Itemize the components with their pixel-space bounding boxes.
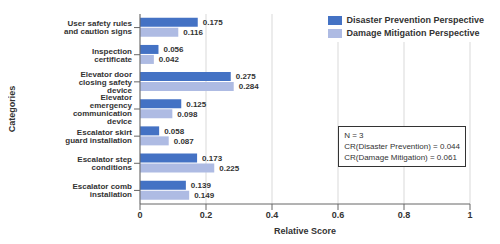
svg-text:0.087: 0.087 xyxy=(174,137,195,146)
html-text:CR(Damage Mitigation) = 0.061: CR(Damage Mitigation) = 0.061 xyxy=(344,153,457,162)
svg-text:0.139: 0.139 xyxy=(191,181,212,190)
html-text:N = 3: N = 3 xyxy=(344,131,364,140)
html-text:Damage Mitigation Perspective: Damage Mitigation Perspective xyxy=(346,28,480,38)
svg-text:0.173: 0.173 xyxy=(202,154,223,163)
svg-text:Elevatoremergencycommunication: Elevatoremergencycommunicationdevice xyxy=(73,93,133,126)
svg-text:0.2: 0.2 xyxy=(200,210,213,220)
svg-text:0.098: 0.098 xyxy=(177,110,198,119)
svg-text:0.175: 0.175 xyxy=(203,18,224,27)
svg-text:User safety rulesand caution s: User safety rulesand caution signs xyxy=(64,19,133,36)
svg-text:Categories: Categories xyxy=(8,86,17,133)
svg-text:Relative Score: Relative Score xyxy=(274,226,336,236)
svg-text:Elevator doorclosing safetydev: Elevator doorclosing safetydevice xyxy=(79,70,133,95)
svg-text:0.058: 0.058 xyxy=(164,127,185,136)
svg-text:0.042: 0.042 xyxy=(159,55,180,64)
svg-text:0.284: 0.284 xyxy=(239,82,260,91)
svg-text:0.8: 0.8 xyxy=(398,210,411,220)
svg-text:1: 1 xyxy=(467,210,472,220)
svg-text:Escalator skirtguard installat: Escalator skirtguard installation xyxy=(65,128,132,145)
svg-text:Escalator stepconditions: Escalator stepconditions xyxy=(77,155,132,172)
svg-text:Inspectioncertificate: Inspectioncertificate xyxy=(92,47,133,64)
svg-text:0.116: 0.116 xyxy=(183,28,203,37)
svg-text:0.149: 0.149 xyxy=(194,191,215,200)
html-text:CR(Disaster Prevention) = 0.04: CR(Disaster Prevention) = 0.044 xyxy=(344,142,460,151)
svg-text:0.125: 0.125 xyxy=(186,100,207,109)
svg-text:0.6: 0.6 xyxy=(332,210,345,220)
svg-text:0.225: 0.225 xyxy=(219,164,240,173)
svg-text:Escalator combinstallation: Escalator combinstallation xyxy=(72,182,132,199)
svg-text:0.275: 0.275 xyxy=(236,72,257,81)
svg-text:0.4: 0.4 xyxy=(266,210,279,220)
svg-text:0.056: 0.056 xyxy=(163,45,184,54)
svg-text:0: 0 xyxy=(137,210,142,220)
html-text:Disaster Prevention Perspectiv: Disaster Prevention Perspective xyxy=(346,15,484,25)
